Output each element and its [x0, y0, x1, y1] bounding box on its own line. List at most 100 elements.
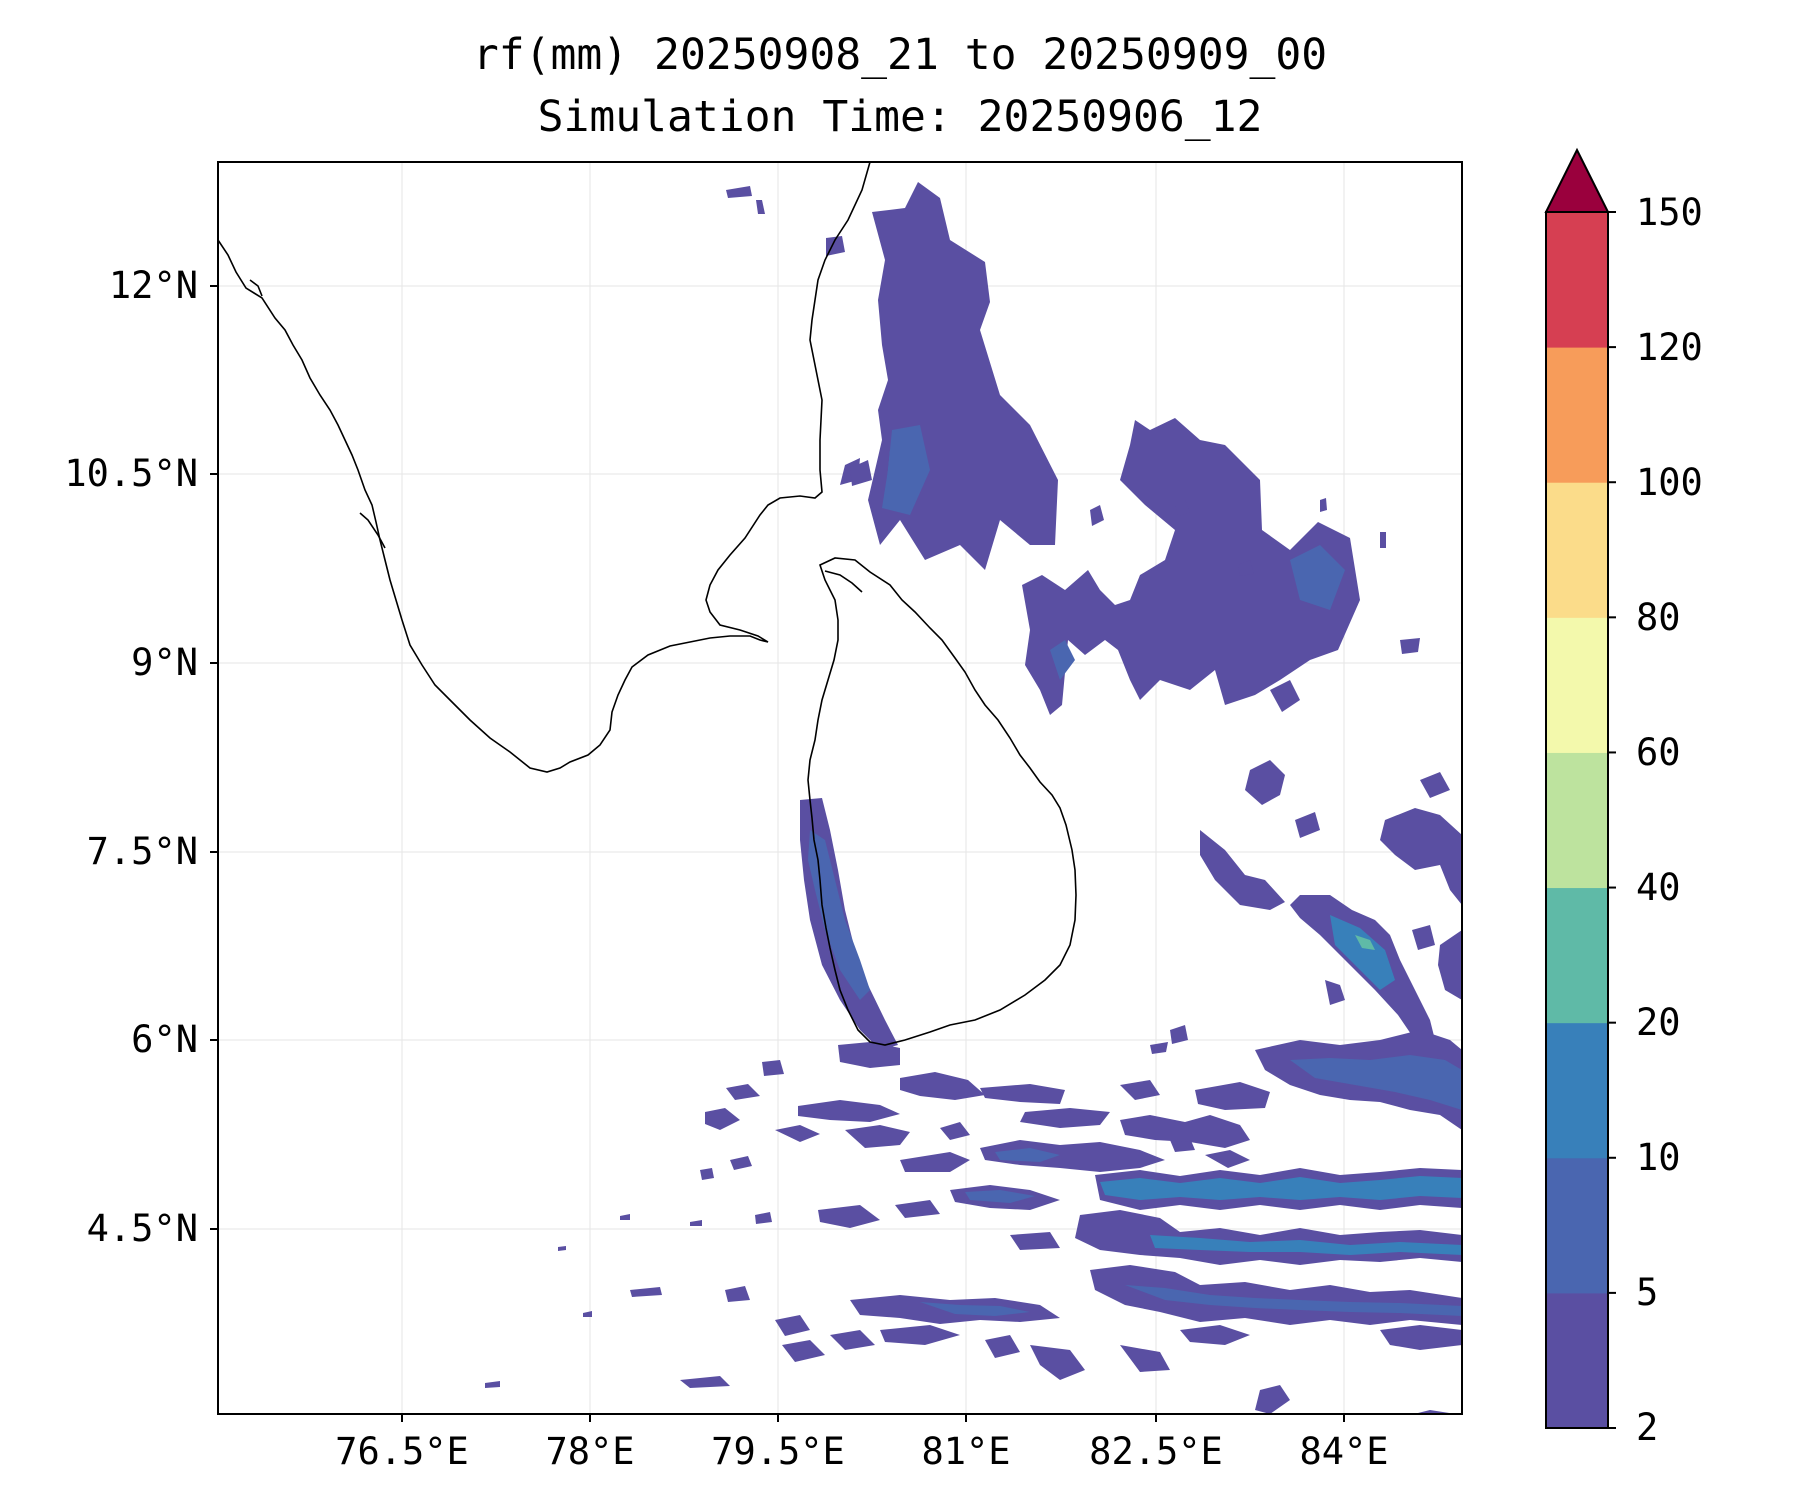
india-coastline: [218, 162, 871, 773]
rain-cell: [830, 1330, 875, 1350]
rain-cell: [1238, 560, 1254, 576]
colorbar-segment: [1546, 1022, 1608, 1159]
colorbar-extend-arrow: [1544, 147, 1610, 213]
rain-cell: [1200, 830, 1285, 910]
rain-cell: [762, 1060, 784, 1076]
rain-cell: [940, 1122, 970, 1140]
rain-cell: [1090, 1265, 1462, 1325]
rain-cell: [680, 1376, 730, 1388]
rain-cell: [920, 1302, 1030, 1316]
rain-cell: [1022, 418, 1360, 715]
rain-cell: [1325, 980, 1345, 1005]
colorbar-frame: [1545, 211, 1609, 1429]
rain-cell: [558, 1246, 566, 1251]
rain-cell: [1030, 1345, 1085, 1380]
rain-cell: [1020, 1108, 1110, 1128]
rain-cell: [1380, 808, 1462, 905]
lat-tick-label: 9°N: [131, 641, 198, 684]
colorbar-segment: [1546, 1292, 1608, 1429]
rain-cell: [1120, 1115, 1250, 1148]
rain-cell: [838, 1042, 900, 1068]
lat-tick-label: 10.5°N: [64, 452, 198, 495]
rain-cell: [826, 236, 845, 256]
lon-tick-label: 79.5°E: [711, 1430, 845, 1473]
rain-cell: [980, 1140, 1165, 1172]
rain-cell: [630, 1287, 662, 1297]
rain-cell: [900, 1152, 970, 1172]
rain-cell: [1290, 895, 1435, 1055]
rain-cell: [620, 1214, 630, 1220]
rain-cell: [798, 1100, 900, 1122]
rain-cell: [808, 830, 870, 1000]
rain-cell: [1412, 925, 1435, 950]
rain-cell: [1090, 505, 1104, 526]
coast-detail: [824, 570, 863, 593]
rain-cell: [1330, 915, 1395, 990]
lon-tick-label: 81°E: [921, 1430, 1011, 1473]
sri-lanka-coastline: [807, 557, 1077, 1046]
rain-cell: [1150, 1235, 1462, 1255]
rain-cell: [1010, 1232, 1060, 1250]
rain-cell: [868, 182, 1058, 570]
colorbar-label: 40: [1636, 866, 1681, 909]
colorbar-segment: [1546, 482, 1608, 618]
colorbar-segment: [1546, 347, 1608, 483]
rain-cell: [965, 1190, 1035, 1203]
colorbar-label: 150: [1636, 191, 1703, 234]
colorbar-segment: [1546, 212, 1608, 348]
colorbar-segment: [1546, 617, 1608, 753]
lon-tick-label: 78°E: [545, 1430, 635, 1473]
coast-detail: [359, 512, 386, 549]
rain-cell: [1125, 1285, 1462, 1316]
colorbar-label: 80: [1636, 596, 1681, 639]
rain-cell: [775, 1125, 820, 1142]
map-subtitle: Simulation Time: 20250906_12: [537, 92, 1263, 142]
rain-cell: [1100, 1176, 1462, 1200]
rain-cell: [900, 1072, 985, 1100]
rain-cell: [583, 1311, 592, 1317]
rain-cell: [1380, 532, 1386, 548]
rain-cell: [1355, 935, 1375, 950]
lat-tick-label: 7.5°N: [86, 830, 198, 873]
rain-cell: [1170, 1025, 1188, 1044]
rain-cell: [1400, 638, 1420, 654]
colorbar-label: 120: [1636, 326, 1703, 369]
rain-cell: [705, 1108, 740, 1130]
rain-cell: [882, 425, 930, 515]
lat-tick-label: 6°N: [131, 1018, 198, 1061]
rain-cell: [1180, 1325, 1250, 1345]
rain-cell: [690, 1220, 702, 1226]
colorbar-label: 60: [1636, 731, 1681, 774]
rain-cell: [995, 1148, 1060, 1162]
rain-cell: [1270, 680, 1300, 712]
rain-cell: [1290, 545, 1345, 610]
rain-cell: [880, 1325, 960, 1345]
rain-cell: [730, 1156, 752, 1170]
rain-cell: [1380, 1325, 1462, 1350]
map-frame: [217, 161, 1463, 1415]
colorbar-label: 5: [1636, 1271, 1659, 1314]
lon-tick-label: 76.5°E: [335, 1430, 469, 1473]
rain-cell: [726, 1084, 760, 1100]
colorbar-segment: [1546, 887, 1608, 1024]
rain-cell: [850, 460, 872, 486]
rain-cell: [1290, 1055, 1462, 1110]
colorbar-label: 100: [1636, 461, 1703, 504]
colorbar-label: 20: [1636, 1001, 1681, 1044]
rain-cell: [1245, 760, 1285, 805]
rain-cell: [726, 186, 752, 198]
rain-cell: [1120, 1080, 1160, 1100]
rain-cell: [755, 1212, 772, 1224]
coastlines: [218, 162, 1077, 1046]
rain-cell: [1205, 1150, 1250, 1168]
rain-cell: [485, 1381, 500, 1388]
rain-cell: [1150, 1042, 1168, 1054]
rain-cell: [845, 1125, 910, 1148]
rain-cell: [985, 1335, 1020, 1358]
rain-cell: [775, 1315, 810, 1336]
rain-cell: [700, 1168, 714, 1180]
rainfall-contours: [485, 182, 1462, 1414]
rain-cell: [1120, 1345, 1170, 1372]
map-title: rf(mm) 20250908_21 to 20250909_00: [472, 30, 1328, 80]
